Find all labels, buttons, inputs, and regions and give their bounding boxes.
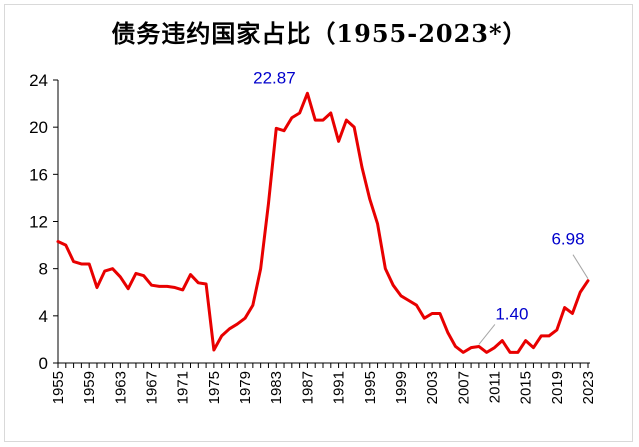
chart-title: 债务违约国家占比（1955-2023*）	[111, 19, 528, 48]
x-tick-label: 1975	[206, 371, 223, 404]
x-tick-label: 1971	[175, 371, 192, 404]
series-line	[56, 91, 590, 354]
y-tick-label: 4	[39, 307, 48, 326]
x-tick-label: 1983	[268, 371, 285, 404]
y-tick-label: 8	[39, 260, 48, 279]
x-tick-label: 1991	[331, 371, 348, 404]
x-tick-label: 1987	[299, 371, 316, 404]
x-tick-label: 1999	[393, 371, 410, 404]
x-tick-label: 1967	[144, 371, 161, 404]
y-tick-label: 12	[29, 213, 48, 232]
x-tick-label: 1955	[50, 371, 67, 404]
x-tick-label: 1959	[81, 371, 98, 404]
x-tick-label: 2011	[486, 371, 503, 403]
y-tick-label: 24	[29, 71, 48, 90]
x-tick-label: 2003	[424, 371, 441, 404]
y-tick-label: 16	[29, 165, 48, 184]
x-tick-label: 1995	[362, 371, 379, 404]
x-tick-label: 1979	[237, 371, 254, 404]
annotation-leader	[478, 324, 496, 345]
annotation-2023: 6.98	[551, 230, 584, 249]
x-tick-label: 2019	[549, 371, 566, 404]
y-tick-label: 0	[39, 354, 48, 373]
y-tick-label: 20	[29, 118, 48, 137]
chart-frame	[4, 4, 633, 442]
annotation-2009: 1.40	[495, 304, 528, 323]
x-tick-label: 1963	[112, 371, 129, 404]
annotation-peak: 22.87	[253, 68, 296, 87]
annotation-leader	[572, 254, 589, 279]
x-tick-label: 2023	[580, 371, 597, 404]
x-tick-label: 2015	[518, 371, 535, 404]
x-tick-label: 2007	[455, 371, 472, 404]
